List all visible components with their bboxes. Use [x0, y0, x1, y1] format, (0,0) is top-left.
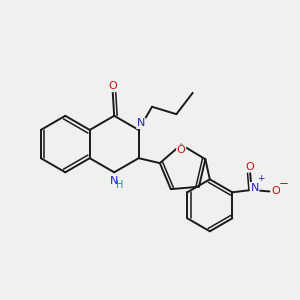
Text: N: N	[110, 176, 118, 186]
Text: N: N	[250, 183, 259, 193]
Text: +: +	[257, 174, 265, 183]
Text: −: −	[279, 177, 289, 190]
Text: H: H	[116, 180, 124, 190]
Text: O: O	[272, 186, 280, 196]
Text: N: N	[137, 118, 145, 128]
Text: O: O	[108, 82, 117, 92]
Text: O: O	[177, 145, 186, 155]
Text: O: O	[246, 162, 254, 172]
